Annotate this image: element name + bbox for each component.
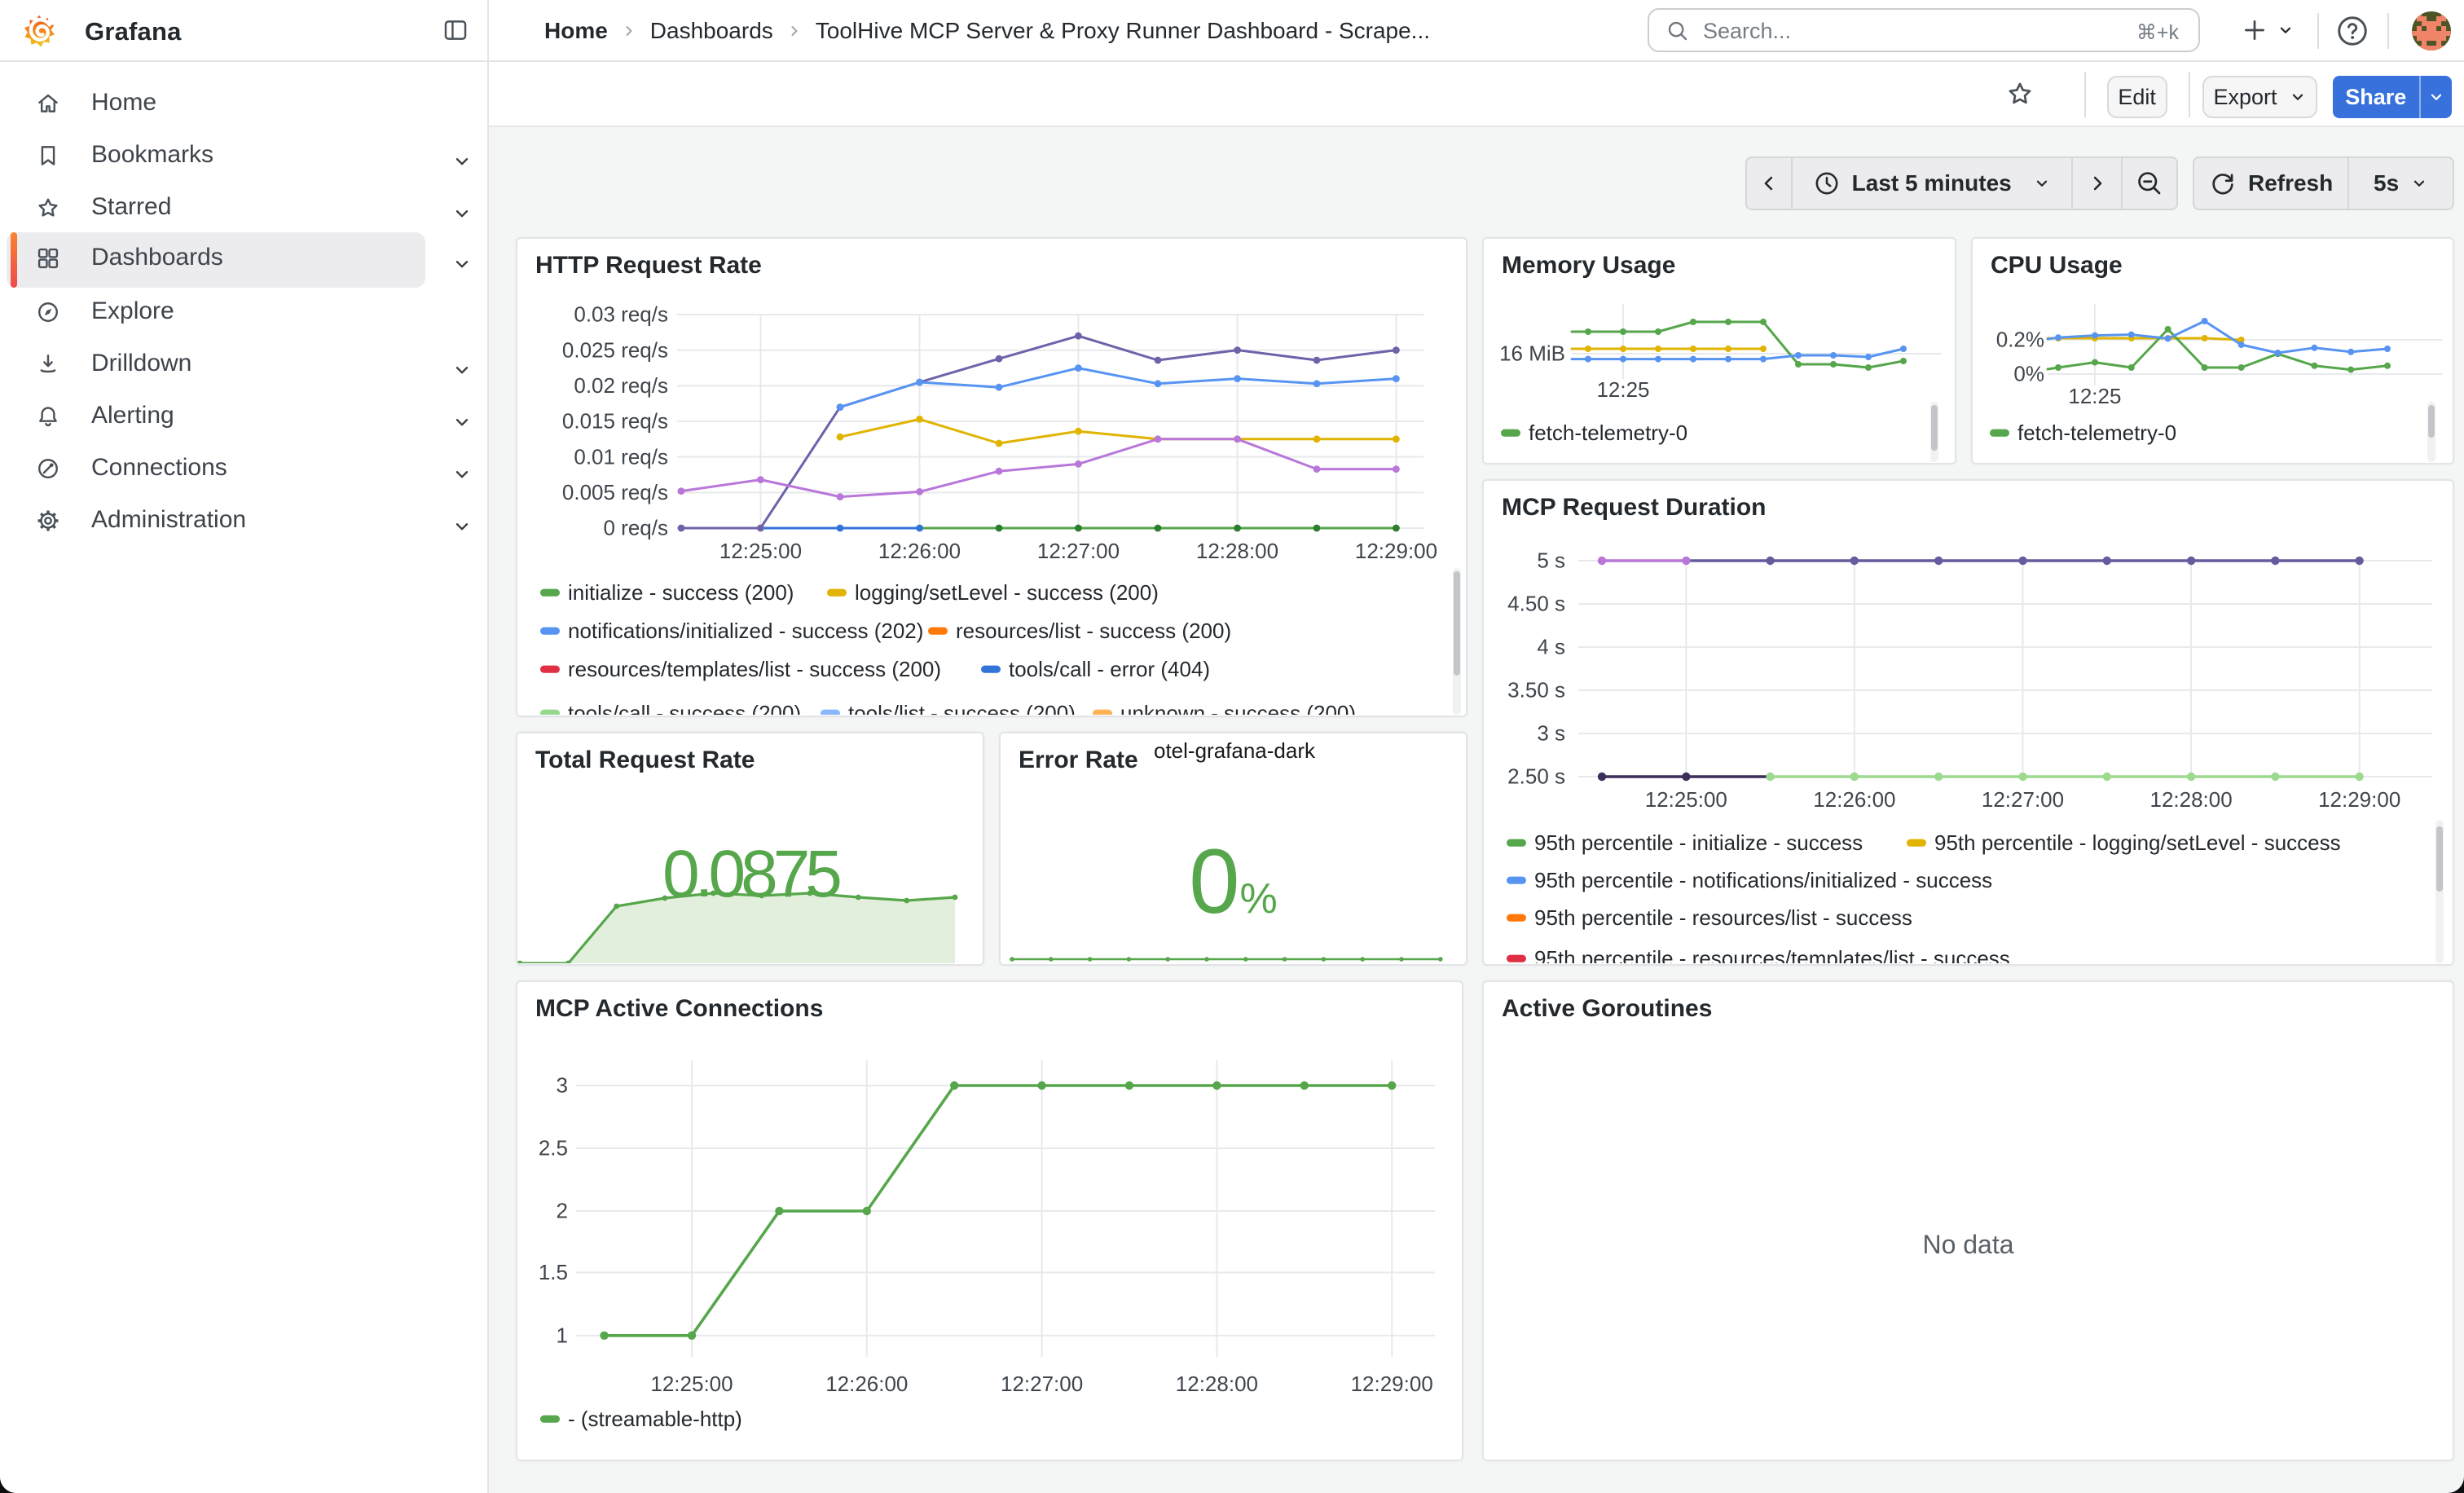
svg-text:12:27:00: 12:27:00 — [1037, 539, 1120, 563]
svg-text:0.015 req/s: 0.015 req/s — [562, 409, 668, 434]
svg-text:3: 3 — [557, 1073, 568, 1098]
svg-text:3 s: 3 s — [1537, 721, 1565, 746]
svg-text:95th percentile - notification: 95th percentile - notifications/initiali… — [1534, 868, 1992, 892]
svg-text:16 MiB: 16 MiB — [1499, 341, 1565, 366]
svg-text:0.02 req/s: 0.02 req/s — [574, 373, 668, 398]
svg-text:notifications/initialized - su: notifications/initialized - success (202… — [568, 619, 923, 643]
svg-text:12:28:00: 12:28:00 — [1176, 1372, 1258, 1396]
svg-text:12:28:00: 12:28:00 — [2149, 787, 2232, 812]
svg-text:fetch-telemetry-0: fetch-telemetry-0 — [2017, 421, 2176, 445]
svg-text:12:26:00: 12:26:00 — [1813, 787, 1895, 812]
svg-text:95th percentile - logging/setL: 95th percentile - logging/setLevel - suc… — [1934, 830, 2341, 855]
svg-text:fetch-telemetry-0: fetch-telemetry-0 — [1529, 421, 1687, 445]
svg-text:0.2%: 0.2% — [1996, 328, 2044, 352]
svg-text:3.50 s: 3.50 s — [1507, 678, 1565, 702]
svg-text:1.5: 1.5 — [539, 1260, 568, 1284]
svg-text:12:29:00: 12:29:00 — [1351, 1372, 1433, 1396]
svg-text:95th percentile - resources/te: 95th percentile - resources/templates/li… — [1534, 946, 2010, 963]
svg-text:0 req/s: 0 req/s — [604, 516, 669, 540]
svg-text:unknown - success (200): unknown - success (200) — [1120, 701, 1356, 715]
svg-text:12:25:00: 12:25:00 — [1645, 787, 1727, 812]
svg-text:12:29:00: 12:29:00 — [2318, 787, 2400, 812]
svg-text:5 s: 5 s — [1537, 548, 1565, 573]
svg-text:2: 2 — [557, 1199, 568, 1223]
svg-text:tools/call - error (404): tools/call - error (404) — [1009, 657, 1210, 681]
svg-text:12:27:00: 12:27:00 — [1982, 787, 2064, 812]
svg-text:12:26:00: 12:26:00 — [825, 1372, 908, 1396]
svg-text:0.01 req/s: 0.01 req/s — [574, 444, 668, 469]
svg-text:logging/setLevel - success (20: logging/setLevel - success (200) — [855, 580, 1159, 605]
svg-text:resources/list - success (200): resources/list - success (200) — [956, 619, 1231, 643]
svg-text:0%: 0% — [2013, 362, 2044, 386]
svg-text:12:25: 12:25 — [2068, 384, 2121, 408]
svg-text:12:29:00: 12:29:00 — [1355, 539, 1437, 563]
svg-text:tools/list - success (200): tools/list - success (200) — [848, 701, 1076, 715]
svg-text:resources/templates/list - suc: resources/templates/list - success (200) — [568, 657, 941, 681]
svg-text:tools/call - success (200): tools/call - success (200) — [568, 701, 801, 715]
svg-text:95th percentile - resources/li: 95th percentile - resources/list - succe… — [1534, 905, 1912, 930]
svg-text:4 s: 4 s — [1537, 635, 1565, 659]
svg-text:initialize - success (200): initialize - success (200) — [568, 580, 794, 605]
svg-text:12:25:00: 12:25:00 — [650, 1372, 733, 1396]
svg-text:2.50 s: 2.50 s — [1507, 764, 1565, 789]
svg-text:12:25:00: 12:25:00 — [719, 539, 802, 563]
svg-text:4.50 s: 4.50 s — [1507, 592, 1565, 616]
svg-text:1: 1 — [557, 1323, 568, 1347]
svg-text:0.03 req/s: 0.03 req/s — [574, 302, 668, 327]
svg-text:- (streamable-http): - (streamable-http) — [568, 1407, 742, 1431]
svg-text:95th percentile - initialize -: 95th percentile - initialize - success — [1534, 830, 1863, 855]
svg-text:0.025 req/s: 0.025 req/s — [562, 337, 668, 362]
svg-text:12:28:00: 12:28:00 — [1196, 539, 1278, 563]
svg-text:12:27:00: 12:27:00 — [1001, 1372, 1083, 1396]
svg-text:12:25: 12:25 — [1596, 377, 1649, 402]
svg-text:12:26:00: 12:26:00 — [878, 539, 961, 563]
svg-text:2.5: 2.5 — [539, 1136, 568, 1160]
svg-text:0.005 req/s: 0.005 req/s — [562, 480, 668, 504]
